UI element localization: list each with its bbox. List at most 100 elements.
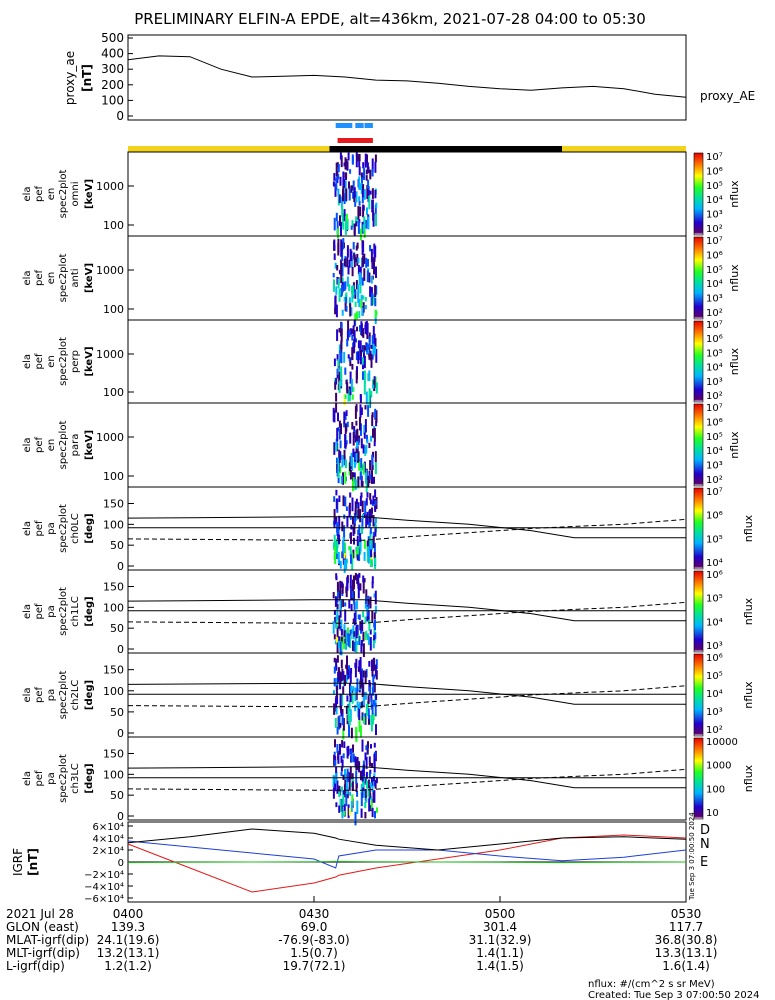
panel-ylabel: ela: [22, 186, 33, 201]
spectrogram-cell: [349, 670, 352, 683]
spectrogram-cell: [368, 756, 371, 765]
spectrogram-cell: [369, 460, 372, 471]
spectrogram-cell: [357, 438, 360, 446]
spectrogram-cell: [373, 476, 375, 484]
spectrogram-cell: [340, 373, 343, 387]
spectrogram-cell: [354, 501, 357, 516]
panel-ylabel: ch2LC: [70, 680, 81, 711]
spectrogram-cell: [370, 509, 373, 518]
energy-panel-frame: [127, 319, 687, 404]
spectrogram-cell: [351, 692, 354, 704]
spectrogram-cell: [358, 636, 361, 645]
spectrogram-cell: [342, 543, 345, 554]
spectrogram-cell: [343, 209, 346, 222]
spectrogram-cell: [355, 498, 358, 505]
spectrogram-cell: [348, 389, 351, 402]
spectrogram-cell: [349, 328, 352, 336]
spectrogram-cell: [354, 301, 357, 307]
spectrogram-cell: [340, 706, 342, 711]
spectrogram-cell: [361, 175, 363, 190]
spectrogram-cell: [365, 257, 368, 268]
spectrogram-cell: [365, 498, 368, 506]
orbit-bar-segment: [329, 146, 562, 152]
spectrogram-cell: [371, 199, 374, 213]
spectrogram-cell: [373, 252, 376, 262]
spectrogram-cell: [371, 168, 374, 177]
spectrogram-cell: [372, 384, 375, 389]
spectrogram-cell: [373, 742, 376, 748]
spectrogram-cell: [374, 522, 377, 528]
proxy-ae-ylabel: proxy_ae: [63, 51, 77, 105]
spectrogram-cell: [376, 807, 378, 813]
spectrogram-cell: [366, 434, 368, 443]
spectrogram-cell: [355, 370, 358, 384]
spectrogram-cell: [355, 758, 358, 771]
spectrogram-cell: [339, 176, 342, 186]
table-cell: 0400: [113, 907, 144, 921]
spectrogram-cell: [339, 598, 342, 611]
colorbar-tick-label: 10: [706, 808, 719, 819]
spectrogram-cell: [335, 677, 338, 690]
spectrogram-cell: [366, 743, 369, 754]
spectrogram-cell: [361, 242, 364, 256]
spectrogram-cell: [338, 615, 341, 629]
panel-ylabel: [deg]: [84, 596, 95, 626]
spectrogram-cell: [368, 619, 371, 632]
panel-ylabel: ch0LC: [70, 513, 81, 544]
spectrogram-cell: [365, 703, 368, 716]
spectrogram-cell: [335, 707, 338, 715]
spectrogram-cell: [346, 382, 349, 394]
spectrogram-cell: [369, 769, 372, 774]
spectrogram-cell: [350, 667, 353, 674]
table-cell: -76.9(-83.0): [278, 933, 349, 947]
spectrogram-cell: [358, 196, 361, 202]
spectrogram-cell: [339, 641, 342, 655]
spectrogram-cell: [367, 405, 370, 417]
spectrogram-cell: [355, 546, 358, 552]
spectrogram-cell: [353, 330, 356, 337]
table-cell: 13.3(13.1): [655, 946, 718, 960]
spectrogram-cell: [349, 470, 352, 480]
spectrogram-cell: [362, 186, 364, 198]
spectrogram-cell: [333, 496, 336, 502]
spectrogram-cell: [339, 380, 342, 386]
spectrogram-cell: [364, 601, 367, 609]
spectrogram-cell: [347, 354, 350, 359]
spectrogram-cell: [339, 693, 342, 707]
spectrogram-cell: [332, 592, 335, 599]
table-cell: 24.1(19.6): [97, 933, 160, 947]
spectrogram-cell: [356, 502, 358, 508]
spectrogram-cell: [356, 545, 359, 557]
spectrogram-cell: [358, 614, 361, 621]
colorbar-label: nflux: [742, 764, 755, 792]
spectrogram-cell: [334, 772, 337, 784]
spectrogram-cell: [342, 238, 345, 250]
table-row-label: MLT-igrf(dip): [6, 946, 80, 960]
spectrogram-cell: [360, 438, 363, 449]
spectrogram-cell: [333, 173, 336, 181]
spectrogram-cell: [335, 403, 338, 413]
spectrogram-cell: [355, 351, 358, 361]
spectrogram-cell: [373, 243, 376, 255]
spectrogram-cell: [344, 609, 347, 622]
spectrogram-cell: [341, 584, 344, 594]
spectrogram-cell: [336, 529, 339, 536]
energy-panel-omni: 1000 100 ela pef en spec2plot omni [keV] 10⁷ 10⁶ 1…: [22, 151, 741, 241]
spectrogram-cell: [358, 154, 361, 162]
panel-ylabel: ela: [22, 771, 33, 786]
spectrogram-cell: [345, 794, 348, 807]
panel-ylabel: pef: [34, 603, 45, 620]
spectrogram-cell: [373, 428, 376, 442]
spectrogram-cell: [362, 205, 365, 211]
spectrogram-cell: [344, 629, 347, 644]
panel-ylabel: [deg]: [84, 513, 95, 543]
spectrogram-cell: [349, 357, 352, 367]
panel-ylabel: ela: [22, 604, 33, 619]
spectrogram-cell: [364, 616, 367, 624]
spectrogram-cell: [352, 579, 354, 592]
spectrogram-cell: [363, 216, 366, 231]
spectrogram-cell: [362, 575, 365, 583]
spectrogram-cell: [372, 213, 375, 227]
